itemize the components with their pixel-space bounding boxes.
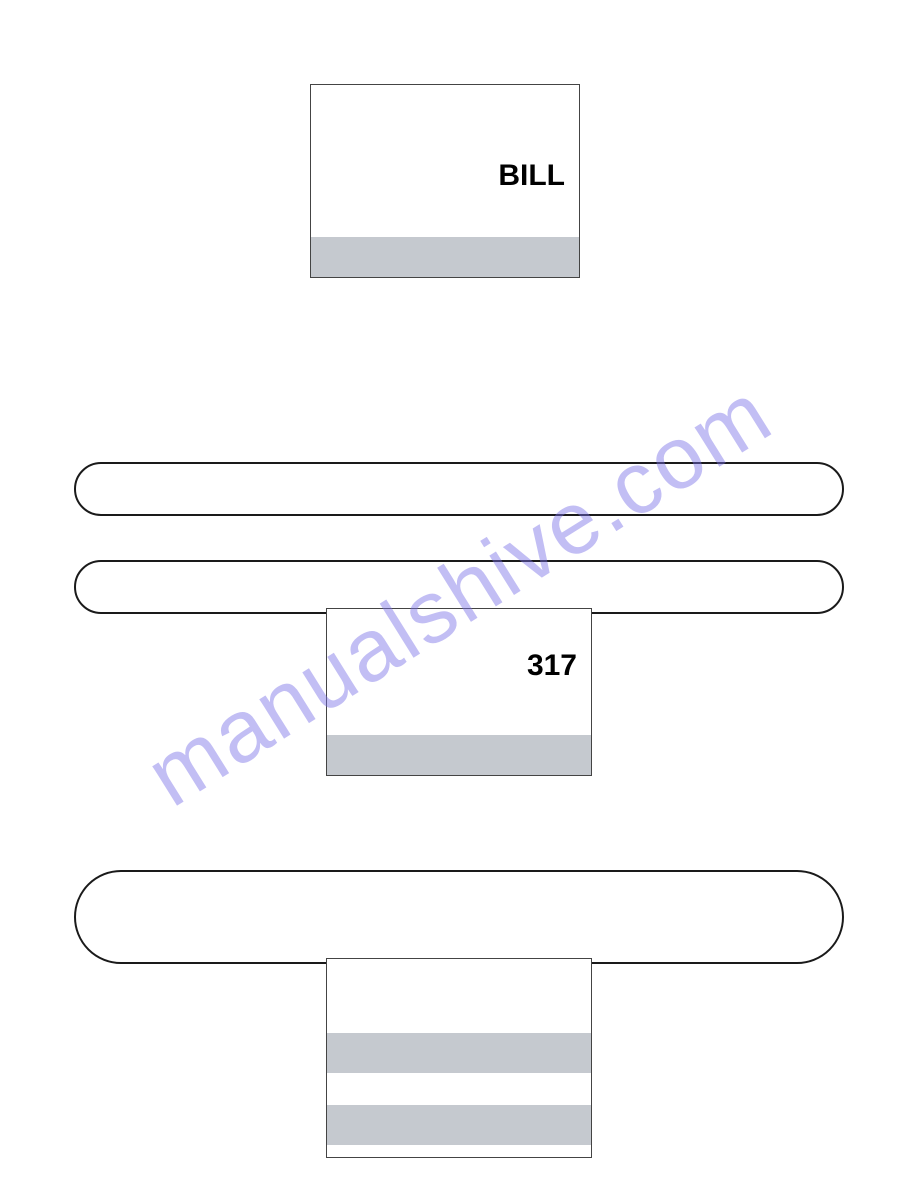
panel-317-footer-band <box>327 735 591 775</box>
panel-bands <box>326 958 592 1158</box>
panel-bill: BILL <box>310 84 580 278</box>
panel-317-label: 317 <box>527 649 577 683</box>
panel-bands-band-2 <box>327 1105 591 1145</box>
pill-bar-3 <box>74 870 844 964</box>
panel-bill-label: BILL <box>498 159 565 193</box>
panel-317: 317 <box>326 608 592 776</box>
panel-bill-footer-band <box>311 237 579 277</box>
pill-bar-1 <box>74 462 844 516</box>
panel-bands-band-1 <box>327 1033 591 1073</box>
pill-bar-2 <box>74 560 844 614</box>
page-root: BILL 317 manualshive.com <box>0 0 918 1188</box>
